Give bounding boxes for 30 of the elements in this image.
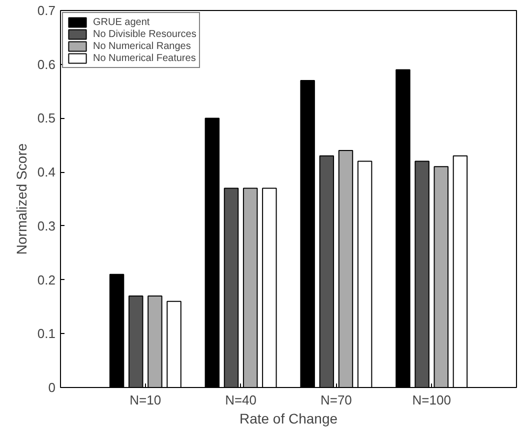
bar <box>452 155 468 388</box>
y-tick-label: 0.2 <box>37 272 56 288</box>
y-tick-label: 0.4 <box>37 164 56 180</box>
y-axis-title: Normalized Score <box>13 143 30 255</box>
bar <box>434 166 449 388</box>
legend-label: No Numerical Features <box>93 52 196 64</box>
legend-label: No Numerical Ranges <box>93 40 191 52</box>
bar <box>357 160 372 388</box>
bar <box>204 118 220 388</box>
legend-label: GRUE agent <box>93 16 150 28</box>
bar <box>262 188 277 388</box>
x-tick-label: N=10 <box>130 392 162 408</box>
x-tick-label: N=40 <box>225 392 257 408</box>
bar <box>242 188 258 388</box>
bar <box>396 69 410 388</box>
y-tick-label: 0 <box>48 380 56 395</box>
y-tick-label: 0.6 <box>37 56 56 72</box>
x-tick-label: N=100 <box>412 392 451 408</box>
x-axis-title: Rate of Change <box>239 410 338 426</box>
y-tick-label: 0.7 <box>37 3 56 18</box>
legend-label: No Divisible Resources <box>93 28 196 40</box>
y-tick-label: 0.1 <box>37 326 56 342</box>
y-tick-label: 0.3 <box>37 218 56 234</box>
bar <box>128 295 144 388</box>
bar <box>319 155 334 388</box>
y-tick-label: 0.5 <box>37 110 56 126</box>
bar <box>109 274 124 388</box>
x-tick-label: N=70 <box>320 392 352 408</box>
bar <box>300 80 315 388</box>
bar <box>166 300 182 388</box>
